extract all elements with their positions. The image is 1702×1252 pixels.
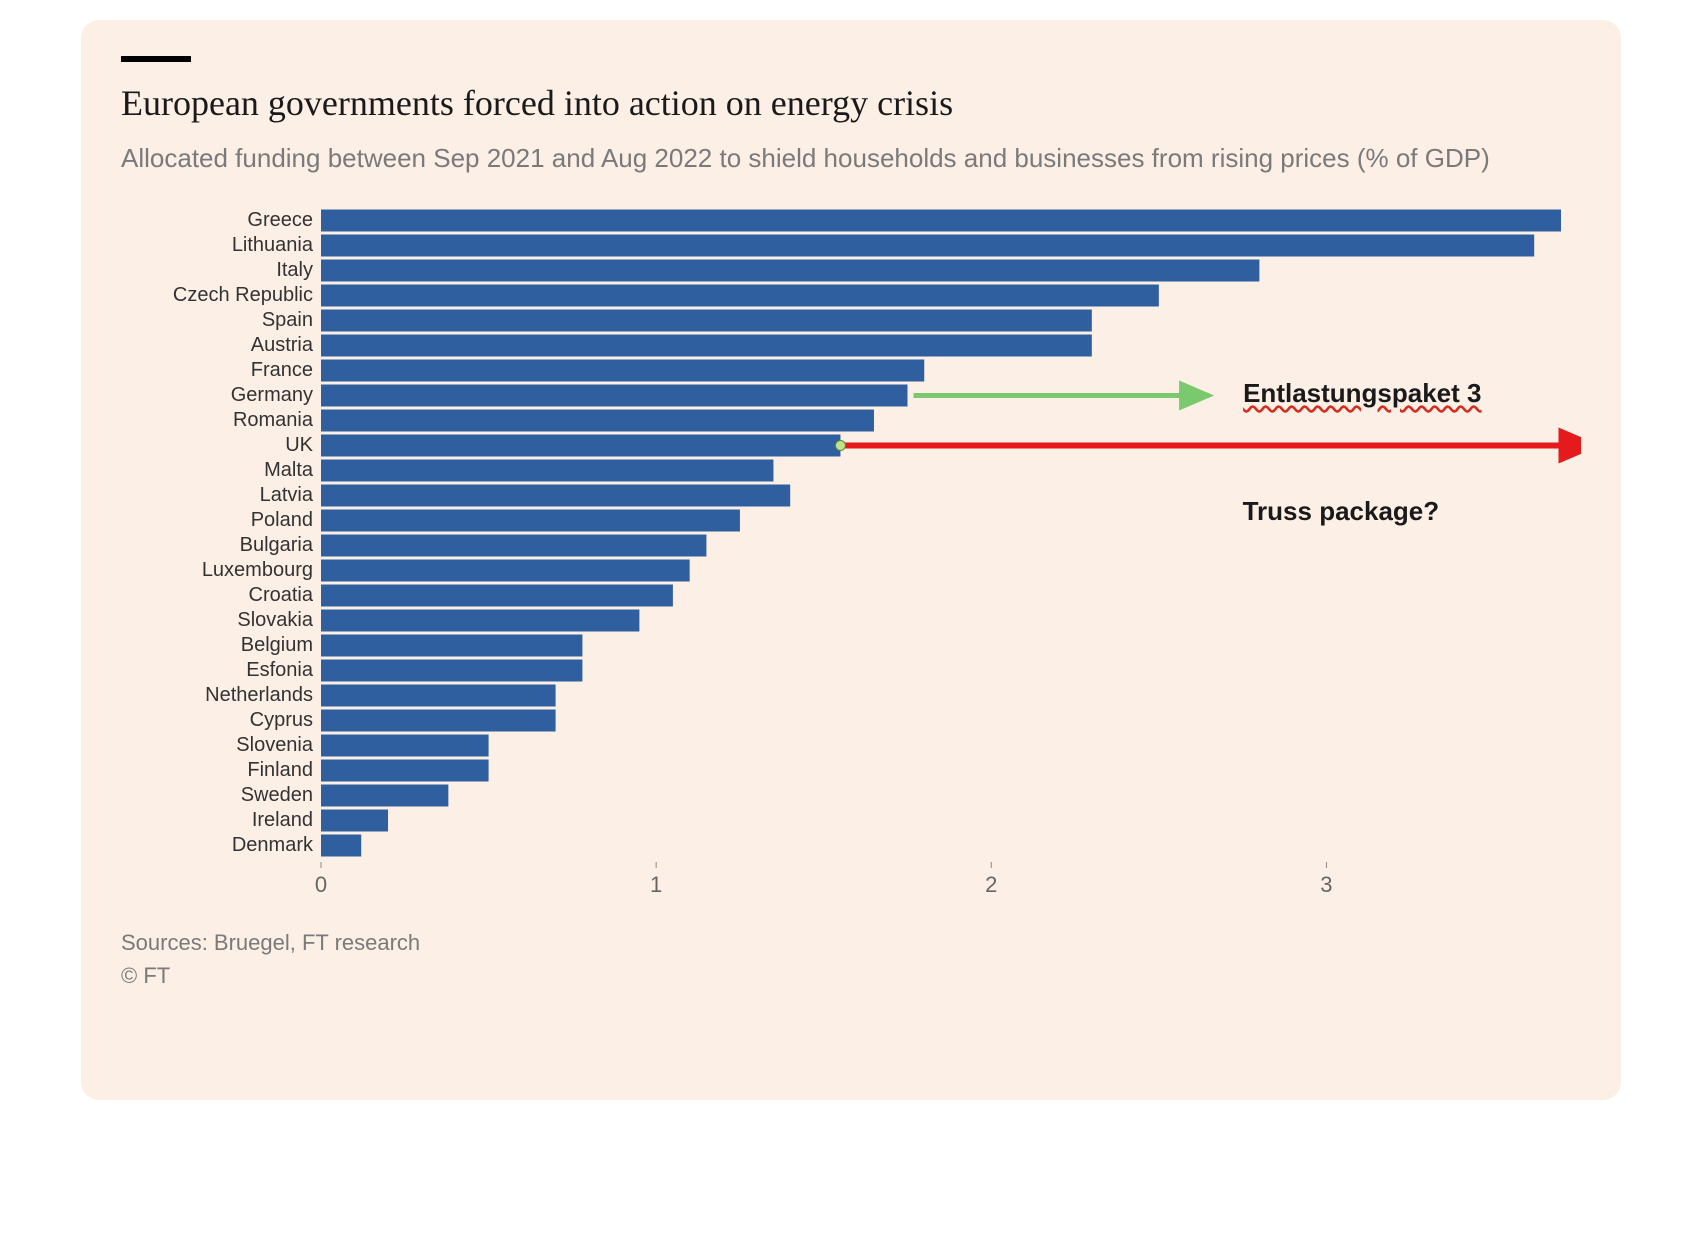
chart-card: European governments forced into action … — [81, 20, 1621, 1100]
bar-label: UK — [285, 434, 313, 456]
bar-label: Esfonia — [246, 659, 314, 681]
x-tick-label: 3 — [1320, 872, 1332, 897]
bar-label: Sweden — [241, 784, 313, 806]
bar-label: Poland — [251, 509, 313, 531]
bar-greece — [321, 210, 1561, 232]
bar-chart-svg: Greece Lithuania Italy Czech Republic Spain A… — [121, 204, 1581, 908]
bar-spain — [321, 310, 1092, 332]
chart-area: Greece Lithuania Italy Czech Republic Spain A… — [121, 204, 1581, 908]
bar-netherlands — [321, 685, 556, 707]
bar-label: Bulgaria — [240, 534, 314, 556]
bar-label: Malta — [264, 459, 314, 481]
bar-label: Luxembourg — [202, 559, 313, 581]
bar-finland — [321, 760, 489, 782]
bar-label: Finland — [247, 759, 313, 781]
sources-line-2: © FT — [121, 959, 1581, 992]
x-tick-label: 0 — [315, 872, 327, 897]
bar-italy — [321, 260, 1259, 282]
bar-label: Cyprus — [250, 709, 313, 731]
x-tick-label: 2 — [985, 872, 997, 897]
bar-label: Lithuania — [232, 234, 314, 256]
bar-latvia — [321, 485, 790, 507]
header-rule — [121, 56, 191, 62]
bar-uk — [321, 435, 840, 457]
bar-poland — [321, 510, 740, 532]
annotation-truss-package: Truss package? — [1243, 496, 1440, 527]
bar-label: Germany — [231, 384, 313, 406]
arrow-red-start-dot — [835, 441, 845, 451]
bar-austria — [321, 335, 1092, 357]
bar-lithuania — [321, 235, 1534, 257]
x-tick-label: 1 — [650, 872, 662, 897]
bar-label: Denmark — [232, 834, 314, 856]
bar-label: Slovakia — [237, 609, 313, 631]
bar-cyprus — [321, 710, 556, 732]
bar-france — [321, 360, 924, 382]
chart-subtitle: Allocated funding between Sep 2021 and A… — [121, 140, 1581, 176]
bar-label: Spain — [262, 309, 313, 331]
bar-label: Czech Republic — [173, 284, 313, 306]
bar-label: Belgium — [241, 634, 313, 656]
bar-germany — [321, 385, 907, 407]
bar-slovenia — [321, 735, 489, 757]
bar-ireland — [321, 810, 388, 832]
bar-slovakia — [321, 610, 639, 632]
bar-bulgaria — [321, 535, 706, 557]
bar-label: Slovenia — [236, 734, 314, 756]
bar-croatia — [321, 585, 673, 607]
bar-romania — [321, 410, 874, 432]
sources-line-1: Sources: Bruegel, FT research — [121, 926, 1581, 959]
bar-sweden — [321, 785, 448, 807]
bar-label: Croatia — [249, 584, 314, 606]
bar-label: Ireland — [252, 809, 313, 831]
bar-label: Romania — [233, 409, 314, 431]
bar-denmark — [321, 835, 361, 857]
bar-czech-republic — [321, 285, 1159, 307]
bar-malta — [321, 460, 773, 482]
bar-label: Netherlands — [205, 684, 313, 706]
chart-sources: Sources: Bruegel, FT research © FT — [121, 926, 1581, 992]
annotation-entlastungspaket: Entlastungspaket 3 — [1243, 378, 1481, 409]
bar-label: Greece — [247, 209, 313, 231]
bar-luxembourg — [321, 560, 690, 582]
bar-label: Austria — [251, 334, 314, 356]
bar-esfonia — [321, 660, 582, 682]
bar-label: France — [251, 359, 313, 381]
chart-title: European governments forced into action … — [121, 82, 1581, 124]
bar-label: Latvia — [260, 484, 314, 506]
bar-label: Italy — [276, 259, 313, 281]
bar-belgium — [321, 635, 582, 657]
